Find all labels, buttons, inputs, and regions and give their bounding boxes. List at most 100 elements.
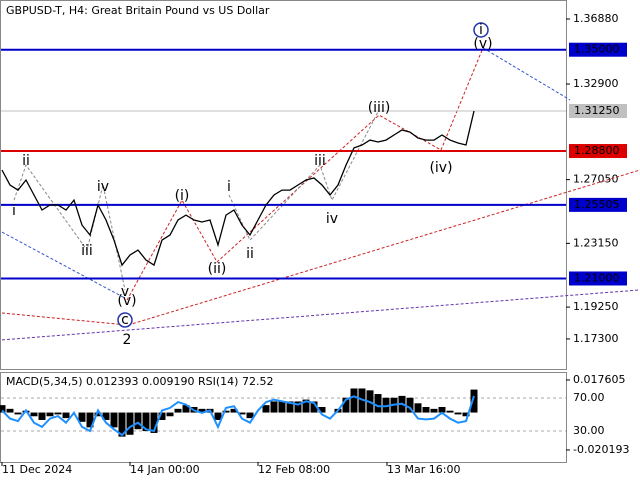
wave-line [482,47,571,101]
macd-bar [78,412,86,422]
macd-bar [174,408,182,413]
macd-bar [158,412,166,420]
macd-bar [166,412,174,417]
macd-bar [30,412,38,417]
macd-bar [14,412,22,415]
macd-bar [302,399,310,413]
macd-bar [286,401,294,413]
macd-bar [342,397,350,413]
macd-bar [86,412,94,428]
wave-circle [473,22,489,38]
wave-line [1,289,640,341]
wave-label: (v) [473,36,492,52]
macd-bar [294,401,302,413]
y-tick-label: 1.23150 [573,236,619,249]
level-label-box [569,271,627,286]
wave-line [228,109,380,241]
macd-bar [62,412,70,419]
macd-bar [406,397,414,413]
macd-bar [142,412,150,432]
macd-bar [126,412,134,435]
macd-bar [134,412,142,430]
wave-label: ii [22,153,30,169]
macd-bar [222,410,230,413]
macd-bar [278,401,286,413]
macd-bar [470,389,478,413]
wave-line [127,169,640,326]
wave-label: (iii) [368,100,391,116]
wave-line [1,312,129,326]
macd-bar [422,407,430,413]
level-label-box [569,42,627,57]
y-tick-label: 0.017605 [573,373,626,386]
x-tick-label: 13 Mar 16:00 [387,463,460,476]
macd-bar [374,394,382,413]
macd-bar [350,388,358,413]
main-frame [0,0,567,370]
macd-bar [438,407,446,413]
macd-bar [110,412,118,428]
level-label-box [569,197,627,212]
rsi-line [1,395,475,437]
wave-label: iii [81,243,93,259]
y-tick-label: -0.020193 [573,443,629,456]
wave-label: v [121,284,129,300]
level-label-box [569,103,627,118]
wave-line [1,231,126,299]
wave-line [13,164,126,291]
level-label: 1.25505 [574,198,620,211]
macd-bar [0,405,6,413]
wave-label: iv [97,179,109,195]
macd-bar [118,412,126,437]
macd-bar [150,412,158,433]
macd-bar [198,408,206,413]
wave-circle [117,312,133,328]
wave-label: (iv) [429,160,452,176]
y2-tick-label: 30.00 [573,424,605,437]
wave-label: ii [246,246,254,262]
y-tick-label: 1.32900 [573,77,619,90]
wave-label: (ii) [208,261,227,277]
macd-bar [462,412,470,417]
chart-title: GBPUSD-T, H4: Great Britain Pound vs US … [6,4,270,17]
macd-bar [446,410,454,413]
macd-bar [454,412,462,415]
macd-bar [246,412,254,419]
macd-bar [310,401,318,413]
wave-label: (v) [117,293,136,309]
level-label: 1.21000 [574,271,620,284]
x-tick-label: 11 Dec 2024 [2,463,72,476]
wave-label: i [12,203,16,219]
wave-label: c [121,312,129,328]
price-line [1,110,475,267]
macd-bar [230,408,238,413]
indicator-frame [0,372,567,463]
wave-label: (i) [175,188,190,204]
macd-bar [94,412,102,417]
macd-bar [182,405,190,413]
wave-label: i [227,179,231,195]
macd-bar [38,412,46,420]
wave-label: i [479,22,483,38]
macd-bar [6,408,14,413]
y2-tick-label: 70.00 [573,391,605,404]
macd-bar [414,403,422,413]
indicator-title: MACD(5,34,5) 0.012393 0.009190 RSI(14) 7… [6,375,273,388]
wave-label: iii [314,153,326,169]
x-tick-label: 14 Jan 00:00 [130,463,200,476]
macd-bar [214,412,222,420]
y-tick-label: 1.19250 [573,300,619,313]
macd-bar [238,412,246,415]
level-label: 1.35000 [574,43,620,56]
macd-bar [318,407,326,413]
macd-bar [382,397,390,413]
macd-bar [46,412,54,417]
y-tick-label: 1.27050 [573,173,619,186]
x-tick-label: 12 Feb 08:00 [258,463,330,476]
wave-line [126,47,484,301]
wave-label: 2 [123,332,132,348]
y-tick-label: 1.17300 [573,332,619,345]
wave-label: iv [326,211,338,227]
